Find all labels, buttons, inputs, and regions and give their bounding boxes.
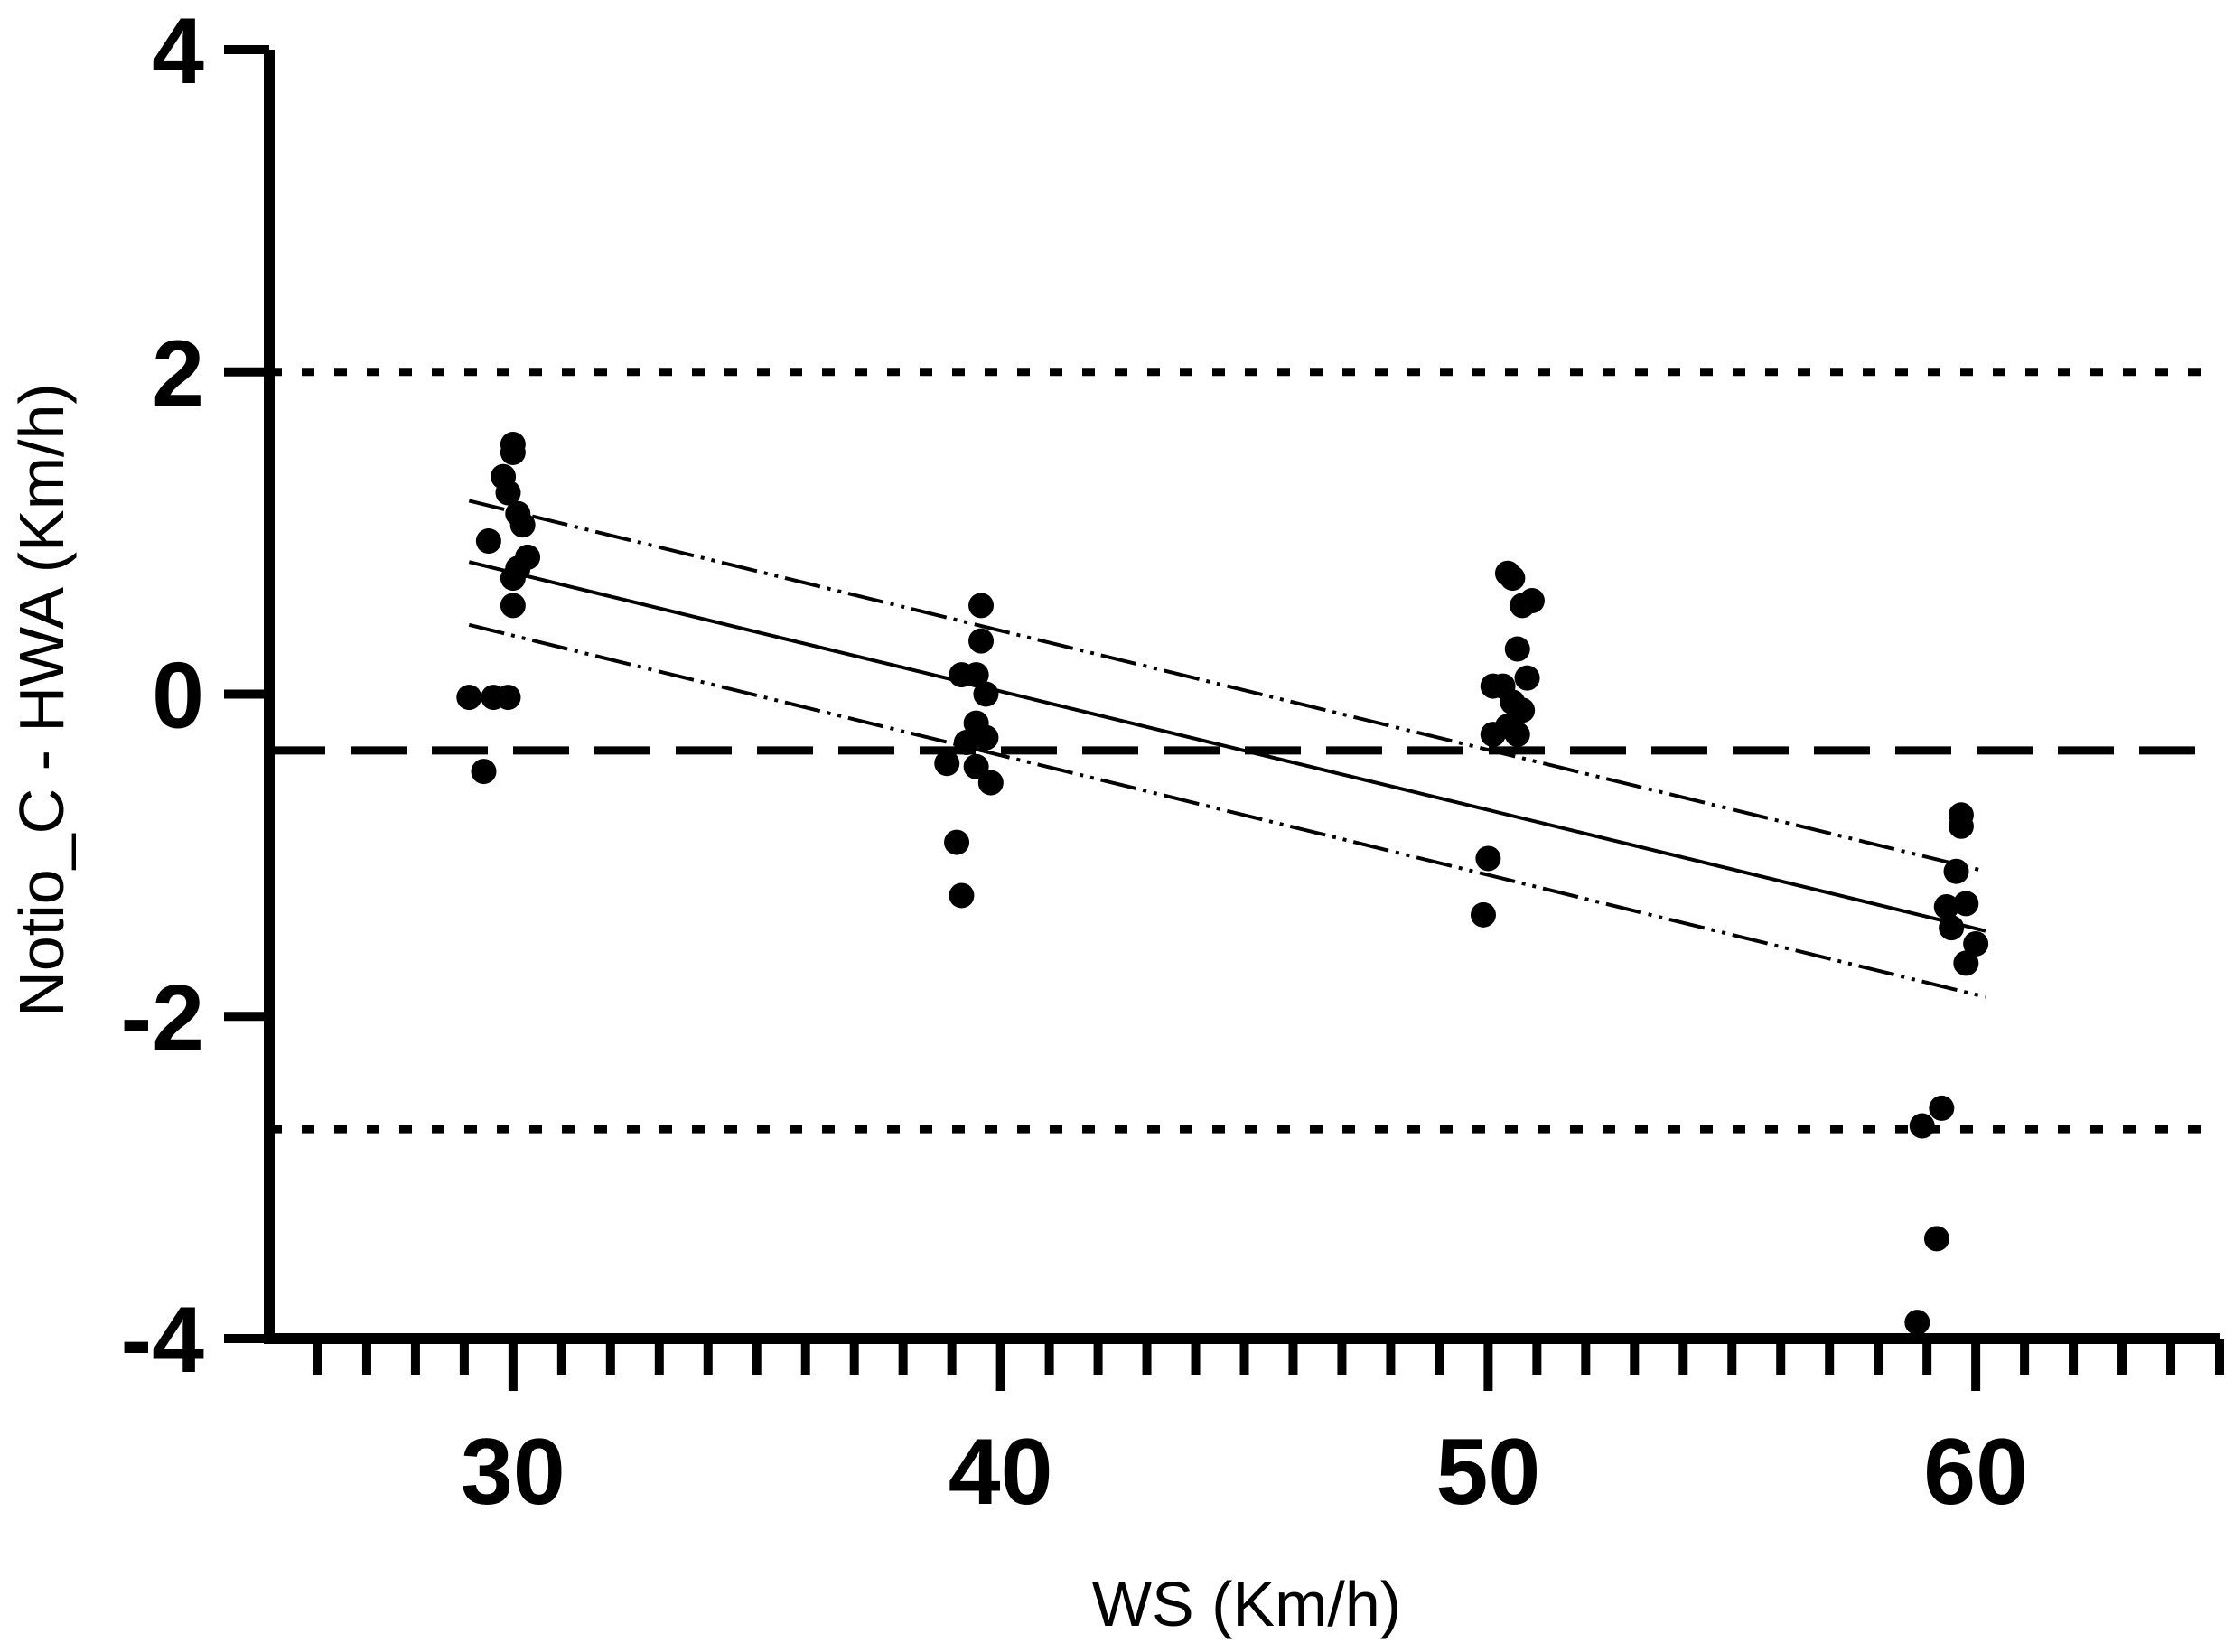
tick-labels: 30 40 50 60 4 2 0 -2 -4 [121,0,2028,1525]
x-tick-label: 30 [461,1420,566,1525]
axes [264,50,2220,1344]
data-point [973,724,999,751]
y-tick-label: 4 [152,0,204,104]
data-point [495,480,521,506]
x-axis-title: WS (Km/h) [1092,1569,1401,1639]
y-tick-label: 2 [152,322,204,426]
data-point [949,882,975,909]
data-point [1510,697,1536,723]
regression-lines [468,499,1986,999]
data-point [500,593,526,619]
x-tick-label: 50 [1436,1420,1541,1525]
regression-line [468,560,1986,933]
data-point [953,730,979,756]
data-point [963,662,989,688]
data-point [1953,950,1979,976]
data-point [500,565,526,592]
data-point [973,681,999,707]
data-point [1504,722,1530,748]
data-point [1904,1310,1930,1336]
y-tick-label: 0 [152,644,204,749]
data-point [934,751,960,777]
y-tick-label: -4 [121,1288,205,1393]
data-point [475,528,501,555]
axis-ticks [224,45,2224,1391]
data-point [456,685,482,711]
data-point [1923,1226,1949,1252]
x-tick-label: 60 [1923,1420,2028,1525]
data-point [1470,901,1496,928]
y-axis-title: Notio_C - HWA (Km/h) [6,383,77,1016]
data-point [1500,565,1526,592]
data-point [963,753,989,779]
data-point [1929,1095,1955,1121]
confidence-upper-line [468,499,1986,873]
data-point [1939,915,1965,941]
data-point [1514,665,1540,691]
data-point [1963,930,1989,957]
data-point [1953,891,1979,917]
data-point [977,770,1004,796]
data-point [1933,893,1959,919]
data-point [1519,588,1545,614]
data-point [471,759,497,785]
y-tick-label: -2 [121,966,204,1070]
data-point [968,628,995,654]
data-point [1475,845,1501,872]
x-tick-label: 40 [949,1420,1053,1525]
confidence-lower-line [468,622,1986,999]
data-point [1909,1113,1935,1139]
data-point [1504,636,1530,662]
data-point [500,439,526,465]
data-point [1948,813,1974,839]
data-point [509,512,536,538]
data-point [495,685,521,711]
data-point [968,593,995,619]
data-points [456,432,1989,1336]
data-point [1943,858,1969,884]
data-point [944,829,970,855]
